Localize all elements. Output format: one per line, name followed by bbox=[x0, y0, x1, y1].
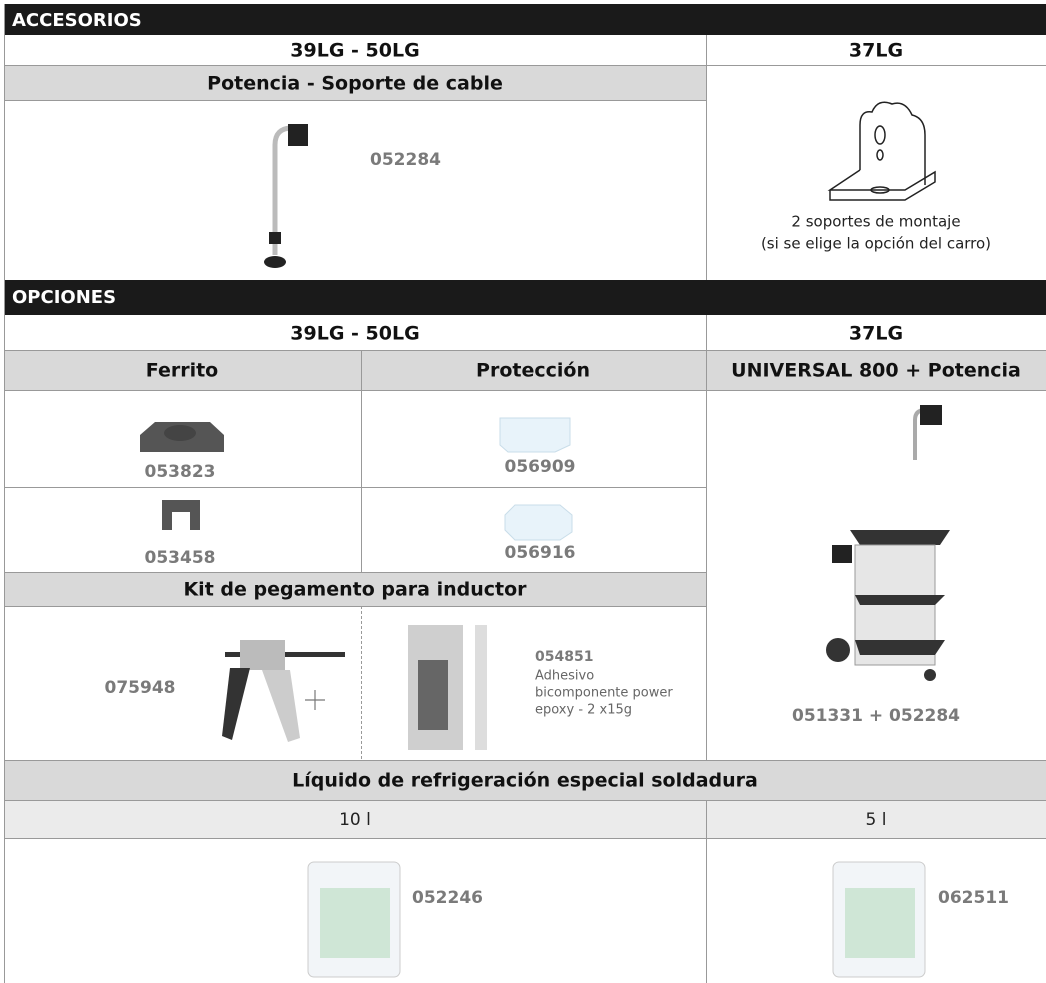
subheader-bg bbox=[4, 572, 706, 606]
section-bar bbox=[4, 4, 1046, 35]
size-label: 10 l bbox=[339, 810, 371, 830]
glue-gun-image bbox=[222, 640, 345, 742]
product-code: 053458 bbox=[145, 548, 216, 568]
subheader: Protección bbox=[476, 360, 590, 382]
section-title: OPCIONES bbox=[12, 287, 116, 308]
table-lines bbox=[4, 4, 1046, 983]
column-header: 39LG - 50LG bbox=[290, 323, 419, 345]
subheader: Kit de pegamento para inductor bbox=[183, 579, 527, 601]
caption: 2 soportes de montaje bbox=[791, 213, 960, 231]
subheader: Ferrito bbox=[146, 360, 218, 382]
column-header: 37LG bbox=[849, 323, 903, 345]
product-code: 062511 bbox=[938, 888, 1009, 908]
product-code: 052246 bbox=[412, 888, 483, 908]
description: epoxy - 2 x15g bbox=[535, 703, 632, 718]
subheader: Líquido de refrigeración especial soldad… bbox=[292, 770, 758, 792]
bracket-image bbox=[827, 101, 936, 201]
product-code: 053823 bbox=[145, 462, 216, 482]
subheader: UNIVERSAL 800 + Potencia bbox=[731, 360, 1021, 382]
subheader-bg bbox=[4, 350, 1046, 390]
subheader-bg bbox=[4, 760, 1046, 800]
ferrite-image bbox=[140, 422, 224, 530]
caption: (si se elige la opción del carro) bbox=[761, 235, 991, 253]
product-code: 052284 bbox=[370, 150, 441, 170]
section-title: ACCESORIOS bbox=[12, 10, 142, 31]
cartridge-image bbox=[408, 625, 487, 750]
column-header: 39LG - 50LG bbox=[290, 40, 419, 62]
section-bar bbox=[4, 280, 1046, 315]
description: bicomponente power bbox=[535, 686, 673, 701]
product-code: 075948 bbox=[105, 678, 176, 698]
cable-support-image bbox=[264, 124, 308, 268]
plus-sign bbox=[305, 690, 325, 710]
container-image bbox=[307, 861, 926, 978]
subheader-bg bbox=[4, 65, 706, 100]
product-code: 054851 bbox=[535, 649, 593, 665]
column-header: 37LG bbox=[849, 40, 903, 62]
protection-image bbox=[499, 417, 573, 541]
subheader: Potencia - Soporte de cable bbox=[207, 73, 503, 95]
product-code: 051331 + 052284 bbox=[792, 706, 960, 726]
subheader-bg bbox=[4, 800, 1046, 838]
cart-image bbox=[826, 405, 950, 681]
size-label: 5 l bbox=[866, 810, 887, 830]
product-code: 056916 bbox=[505, 543, 576, 563]
description: Adhesivo bbox=[535, 669, 594, 684]
product-code: 056909 bbox=[505, 457, 576, 477]
